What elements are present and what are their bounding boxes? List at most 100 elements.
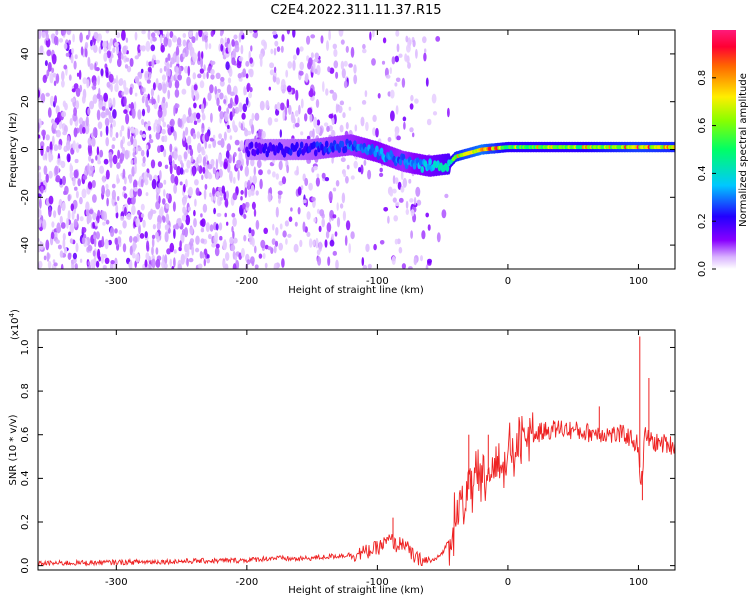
noise-speckle (379, 240, 385, 245)
noise-speckle (145, 144, 149, 151)
noise-speckle (151, 178, 157, 190)
noise-speckle (213, 196, 216, 201)
noise-speckle (155, 59, 160, 64)
noise-speckle (298, 104, 301, 115)
noise-speckle (224, 198, 229, 208)
noise-speckle (51, 67, 55, 74)
noise-speckle (227, 124, 230, 130)
noise-speckle (201, 174, 204, 180)
noise-speckle (72, 140, 76, 151)
noise-speckle (425, 212, 430, 218)
noise-speckle (173, 228, 176, 240)
noise-speckle (69, 238, 74, 244)
noise-speckle (231, 212, 236, 218)
noise-speckle (343, 80, 348, 89)
noise-speckle (240, 123, 244, 131)
noise-speckle (197, 153, 202, 164)
noise-speckle (324, 177, 330, 182)
noise-speckle (79, 258, 83, 263)
noise-speckle (350, 46, 355, 58)
noise-speckle (413, 257, 417, 266)
noise-speckle (87, 107, 91, 115)
noise-speckle (139, 130, 143, 136)
noise-speckle (259, 57, 263, 68)
noise-speckle (408, 266, 413, 269)
noise-speckle (409, 127, 414, 133)
noise-speckle (85, 116, 89, 127)
snr-y-label: SNR (10 * v/v) (8, 414, 19, 485)
noise-speckle (66, 153, 71, 163)
noise-speckle (318, 241, 323, 252)
noise-speckle (51, 221, 55, 228)
noise-speckle (59, 215, 63, 225)
noise-speckle (63, 246, 68, 255)
noise-speckle (415, 186, 421, 197)
noise-speckle (393, 215, 399, 222)
noise-speckle (151, 237, 155, 248)
ridge-core (249, 141, 254, 149)
noise-speckle (285, 238, 288, 245)
noise-speckle (286, 98, 290, 109)
noise-speckle (372, 127, 377, 136)
noise-speckle (75, 242, 79, 253)
noise-speckle (202, 203, 208, 213)
noise-speckle (193, 120, 198, 126)
noise-speckle (258, 169, 263, 176)
noise-speckle (65, 217, 69, 229)
noise-speckle (195, 235, 200, 245)
noise-speckle (310, 52, 314, 59)
noise-speckle (400, 185, 405, 193)
noise-speckle (249, 57, 253, 64)
noise-speckle (187, 65, 191, 77)
noise-speckle (353, 64, 357, 74)
noise-speckle (338, 30, 344, 37)
noise-speckle (174, 175, 179, 186)
noise-speckle (126, 65, 132, 73)
noise-speckle (321, 172, 326, 179)
noise-speckle (392, 175, 396, 185)
noise-speckle (229, 111, 233, 121)
noise-speckle (135, 145, 139, 155)
noise-speckle (133, 179, 138, 190)
ridge-core (420, 166, 425, 173)
noise-speckle (70, 222, 74, 232)
noise-speckle (193, 218, 197, 228)
noise-speckle (157, 108, 163, 118)
noise-speckle (205, 222, 210, 233)
noise-speckle (250, 184, 255, 196)
noise-speckle (279, 102, 285, 111)
ridge-core (299, 141, 304, 149)
noise-speckle (392, 197, 397, 203)
noise-speckle (44, 60, 48, 67)
noise-speckle (57, 244, 62, 250)
noise-speckle (191, 36, 196, 44)
noise-speckle (129, 245, 133, 256)
noise-speckle (240, 196, 243, 201)
colorbar-tick-label: 0.2 (697, 213, 708, 229)
noise-speckle (184, 227, 188, 238)
noise-speckle (193, 209, 196, 217)
noise-speckle (274, 40, 279, 47)
noise-speckle (151, 258, 156, 269)
noise-speckle (105, 219, 110, 225)
noise-speckle (398, 53, 403, 58)
noise-speckle (97, 33, 102, 42)
noise-speckle (237, 73, 242, 79)
noise-speckle (269, 69, 275, 76)
noise-speckle (70, 98, 76, 103)
noise-speckle (85, 201, 90, 212)
noise-speckle (238, 121, 242, 128)
noise-speckle (353, 74, 358, 85)
noise-speckle (340, 39, 345, 45)
noise-speckle (215, 72, 221, 80)
chart-title: C2E4.2022.311.11.37.R15 (270, 3, 441, 18)
noise-speckle (290, 113, 295, 124)
noise-speckle (367, 169, 372, 180)
noise-speckle (227, 42, 232, 54)
noise-speckle (164, 254, 168, 265)
noise-speckle (145, 96, 149, 108)
ridge-core (288, 148, 293, 156)
noise-speckle (223, 191, 227, 201)
noise-speckle (61, 111, 67, 118)
noise-speckle (185, 142, 188, 151)
